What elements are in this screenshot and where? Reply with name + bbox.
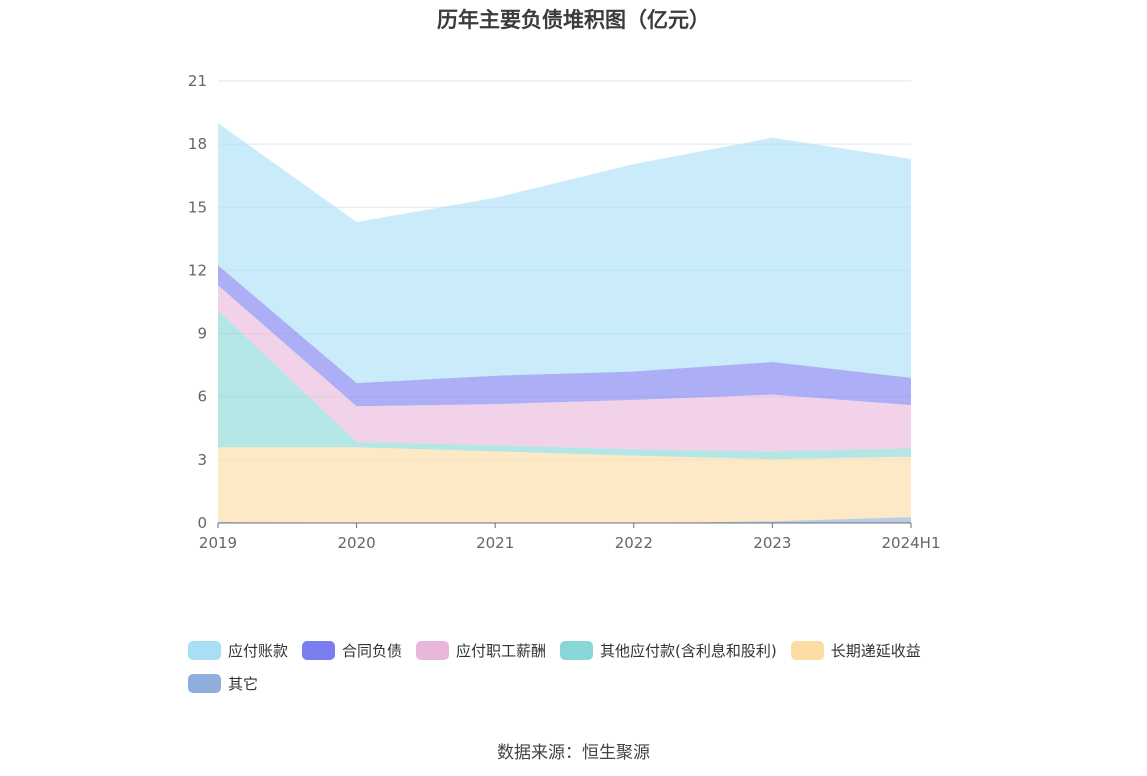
y-tick-label: 15 bbox=[188, 198, 207, 216]
legend-label: 其它 bbox=[228, 674, 259, 693]
x-axis bbox=[217, 522, 912, 528]
legend-label: 其他应付款(含利息和股利) bbox=[600, 641, 777, 660]
legend-item-accounts-payable[interactable]: 应付账款 bbox=[188, 638, 288, 662]
x-tick-labels: 2019 2020 2021 2022 2023 2024H1 bbox=[199, 534, 941, 552]
series-area bbox=[218, 123, 911, 383]
legend-swatch bbox=[188, 673, 221, 693]
y-tick-label: 18 bbox=[188, 135, 207, 153]
legend-label: 合同负债 bbox=[342, 641, 403, 660]
x-tick-label: 2019 bbox=[199, 534, 237, 552]
legend: 应付账款 合同负债 应付职工薪酬 其他应付款(含利息和股利) 长期递延收益 其它 bbox=[188, 638, 988, 704]
x-tick-label: 2024H1 bbox=[882, 534, 941, 552]
legend-label: 长期递延收益 bbox=[830, 641, 921, 660]
series-areas bbox=[218, 123, 911, 523]
legend-swatch bbox=[188, 640, 221, 660]
x-tick-label: 2023 bbox=[753, 534, 791, 552]
legend-swatch bbox=[416, 640, 450, 660]
x-tick-label: 2020 bbox=[338, 534, 376, 552]
series-area bbox=[218, 517, 911, 523]
x-tick-label: 2022 bbox=[615, 534, 653, 552]
x-tick-label: 2021 bbox=[476, 534, 514, 552]
y-tick-label: 0 bbox=[197, 514, 207, 532]
legend-item-other-payables[interactable]: 其他应付款(含利息和股利) bbox=[560, 638, 777, 662]
legend-label: 应付账款 bbox=[228, 641, 289, 660]
series-area bbox=[218, 265, 911, 407]
chart-title: 历年主要负债堆积图（亿元） bbox=[437, 8, 710, 32]
stacked-area-chart: 0 3 6 9 12 15 18 21 2019 2020 2021 2022 2023 2024H1 bbox=[188, 72, 941, 552]
legend-item-deferred-income[interactable]: 长期递延收益 bbox=[790, 638, 921, 662]
legend-item-contract-liabilities[interactable]: 合同负债 bbox=[302, 638, 402, 662]
legend-swatch bbox=[560, 640, 594, 660]
data-source: 数据来源：恒生聚源 bbox=[497, 743, 650, 763]
y-tick-label: 12 bbox=[188, 261, 207, 279]
legend-swatch bbox=[790, 640, 824, 660]
legend-label: 应付职工薪酬 bbox=[456, 641, 547, 660]
y-tick-label: 3 bbox=[197, 451, 207, 469]
y-tick-label: 21 bbox=[188, 72, 207, 90]
y-tick-label: 9 bbox=[197, 325, 207, 343]
legend-item-other[interactable]: 其它 bbox=[188, 671, 258, 695]
legend-swatch bbox=[302, 640, 336, 660]
series-area bbox=[218, 310, 911, 460]
series-area bbox=[218, 447, 911, 523]
y-tick-label: 6 bbox=[197, 388, 207, 406]
legend-item-employee-payable[interactable]: 应付职工薪酬 bbox=[416, 638, 546, 662]
y-tick-labels: 0 3 6 9 12 15 18 21 bbox=[188, 72, 207, 532]
series-area bbox=[218, 285, 911, 452]
